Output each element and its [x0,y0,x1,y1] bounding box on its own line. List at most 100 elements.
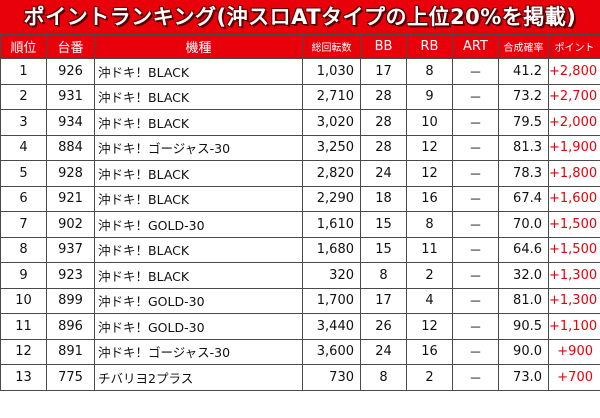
table-row: 5 928 沖ドキ！BLACK 2,820 24 12 － 78.3 +1,800 [0,160,600,187]
cell-bb: 24 [360,160,407,187]
table-row: 2 931 沖ドキ！BLACK 2,710 28 9 － 73.2 +2,700 [0,83,600,110]
cell-rb: 11 [406,236,453,263]
cell-combined-prob: 32.0 [498,262,549,289]
cell-model: 沖ドキ！GOLD-30 [94,287,303,314]
cell-combined-prob: 73.0 [498,364,549,391]
cell-machine-no: 899 [46,287,95,314]
cell-rank: 5 [0,160,47,187]
cell-combined-prob: 90.5 [498,313,549,340]
cell-bb: 26 [360,313,407,340]
cell-machine-no: 923 [46,262,95,289]
table-row: 7 902 沖ドキ！GOLD-30 1,610 15 8 － 70.0 +1,500 [0,211,600,238]
cell-points: +1,300 [548,287,600,314]
cell-points: +1,900 [548,134,600,161]
cell-machine-no: 931 [46,83,95,110]
cell-machine-no: 937 [46,236,95,263]
cell-points: +2,700 [548,83,600,110]
cell-rank: 11 [0,313,47,340]
cell-total-spins: 1,610 [302,211,361,238]
cell-bb: 17 [360,58,407,85]
cell-bb: 8 [360,262,407,289]
cell-model: 沖ドキ！GOLD-30 [94,313,303,340]
cell-model: 沖ドキ！ゴージャス-30 [94,338,303,365]
col-header-total-spins: 総回転数 [302,34,361,59]
cell-bb: 15 [360,236,407,263]
cell-combined-prob: 70.0 [498,211,549,238]
cell-model: 沖ドキ！BLACK [94,83,303,110]
cell-rb: 10 [406,109,453,136]
cell-machine-no: 928 [46,160,95,187]
cell-rank: 8 [0,236,47,263]
table-row: 10 899 沖ドキ！GOLD-30 1,700 17 4 － 81.0 +1,300 [0,287,600,314]
cell-bb: 18 [360,185,407,212]
table-row: 4 884 沖ドキ！ゴージャス-30 3,250 28 12 － 81.3 +1,900 [0,134,600,161]
cell-points: +2,800 [548,58,600,85]
cell-machine-no: 891 [46,338,95,365]
cell-rb: 2 [406,364,453,391]
cell-total-spins: 2,290 [302,185,361,212]
cell-art: － [452,109,499,136]
table-row: 13 775 チバリヨ2プラス 730 8 2 － 73.0 +700 [0,364,600,391]
cell-total-spins: 320 [302,262,361,289]
cell-art: － [452,211,499,238]
cell-total-spins: 1,030 [302,58,361,85]
cell-points: +1,100 [548,313,600,340]
cell-combined-prob: 64.6 [498,236,549,263]
cell-rank: 1 [0,58,47,85]
cell-total-spins: 2,820 [302,160,361,187]
cell-art: － [452,287,499,314]
cell-combined-prob: 90.0 [498,338,549,365]
table-row: 1 926 沖ドキ！BLACK 1,030 17 8 － 41.2 +2,800 [0,58,600,85]
cell-art: － [452,83,499,110]
cell-total-spins: 3,440 [302,313,361,340]
cell-model: 沖ドキ！BLACK [94,236,303,263]
cell-art: － [452,134,499,161]
cell-combined-prob: 81.3 [498,134,549,161]
cell-rank: 6 [0,185,47,212]
table-row: 6 921 沖ドキ！BLACK 2,290 18 16 － 67.4 +1,600 [0,185,600,212]
cell-rb: 2 [406,262,453,289]
cell-machine-no: 926 [46,58,95,85]
col-header-rb: RB [406,34,453,59]
cell-total-spins: 3,600 [302,338,361,365]
page-title: ポイントランキング(沖スロATタイプの上位20%を掲載) [0,0,600,34]
table-header: 順位 台番 機種 総回転数 BB RB ART 合成確率 ポイント [0,34,600,59]
cell-machine-no: 775 [46,364,95,391]
cell-total-spins: 3,020 [302,109,361,136]
cell-total-spins: 1,700 [302,287,361,314]
cell-bb: 28 [360,83,407,110]
ranking-table: 順位 台番 機種 総回転数 BB RB ART 合成確率 ポイント 1 926 沖ド… [0,34,600,391]
cell-rank: 4 [0,134,47,161]
cell-model: 沖ドキ！GOLD-30 [94,211,303,238]
cell-rb: 8 [406,211,453,238]
cell-art: － [452,185,499,212]
col-header-model: 機種 [94,34,303,59]
cell-combined-prob: 67.4 [498,185,549,212]
cell-rb: 12 [406,160,453,187]
cell-combined-prob: 79.5 [498,109,549,136]
cell-total-spins: 1,680 [302,236,361,263]
cell-art: － [452,58,499,85]
cell-art: － [452,338,499,365]
cell-machine-no: 902 [46,211,95,238]
cell-points: +2,000 [548,109,600,136]
cell-rb: 8 [406,58,453,85]
cell-machine-no: 884 [46,134,95,161]
cell-combined-prob: 73.2 [498,83,549,110]
cell-art: － [452,236,499,263]
cell-rank: 7 [0,211,47,238]
cell-machine-no: 896 [46,313,95,340]
cell-model: 沖ドキ！BLACK [94,58,303,85]
cell-rb: 16 [406,338,453,365]
cell-total-spins: 730 [302,364,361,391]
cell-points: +1,300 [548,262,600,289]
cell-art: － [452,262,499,289]
cell-bb: 17 [360,287,407,314]
col-header-bb: BB [360,34,407,59]
cell-total-spins: 2,710 [302,83,361,110]
table-row: 11 896 沖ドキ！GOLD-30 3,440 26 12 － 90.5 +1,100 [0,313,600,340]
cell-rb: 12 [406,134,453,161]
cell-art: － [452,313,499,340]
table-row: 3 934 沖ドキ！BLACK 3,020 28 10 － 79.5 +2,000 [0,109,600,136]
